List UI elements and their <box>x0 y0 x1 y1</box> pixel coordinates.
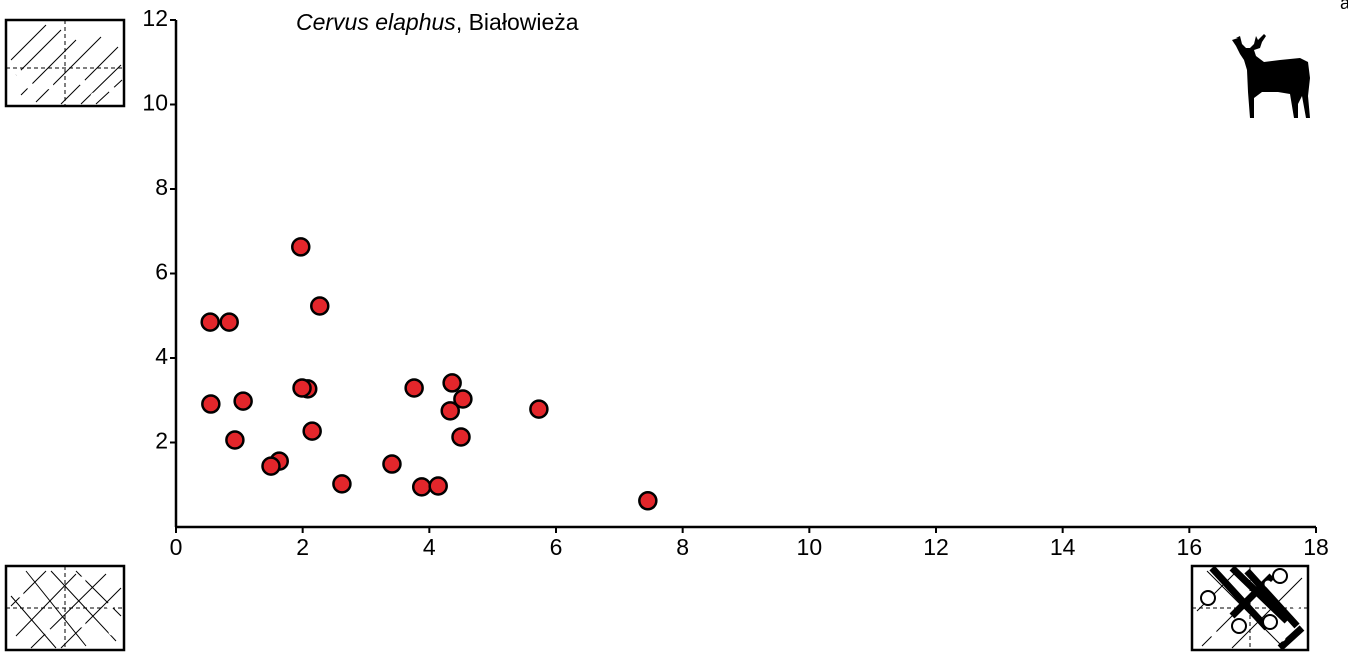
y-tick-label: 6 <box>155 259 168 285</box>
x-tick-label: 12 <box>923 534 949 560</box>
x-tick-label: 4 <box>423 534 436 560</box>
x-tick-label: 2 <box>296 534 309 560</box>
point <box>292 378 312 398</box>
x-tick-label: 14 <box>1050 534 1076 560</box>
point <box>261 456 281 476</box>
point <box>442 373 462 393</box>
habitat-icon-bottom-right <box>1190 564 1310 652</box>
y-tick-label: 4 <box>155 343 168 369</box>
y-tick-label: 8 <box>155 174 168 200</box>
point <box>219 312 239 332</box>
point <box>453 389 473 409</box>
point <box>225 430 245 450</box>
point <box>440 401 460 421</box>
chart-title: Cervus elaphus, Białowieża <box>296 9 579 35</box>
point <box>302 421 322 441</box>
title-species: Cervus elaphus <box>296 9 456 35</box>
point <box>382 454 402 474</box>
point <box>411 477 432 497</box>
point <box>200 312 220 332</box>
x-tick-label: 18 <box>1303 534 1329 560</box>
point <box>529 399 549 419</box>
x-tick-label: 16 <box>1177 534 1203 560</box>
point <box>332 474 352 494</box>
deer-icon <box>1232 34 1310 118</box>
point <box>428 476 448 496</box>
title-place: , Białowieża <box>456 9 579 35</box>
x-tick-label: 6 <box>550 534 563 560</box>
habitat-icon-bottom-left <box>4 564 126 652</box>
panel-label: a <box>1340 0 1348 13</box>
x-tick-label: 10 <box>797 534 823 560</box>
y-tick-label: 10 <box>142 90 168 116</box>
point <box>201 394 221 414</box>
y-tick-label: 2 <box>155 428 168 454</box>
point <box>233 391 253 411</box>
habitat-icon-top-left <box>4 18 126 108</box>
point <box>310 296 330 316</box>
x-tick-label: 0 <box>170 534 183 560</box>
y-tick-label: 12 <box>142 5 168 31</box>
point <box>291 237 311 257</box>
point <box>638 491 658 511</box>
x-tick-label: 8 <box>676 534 689 560</box>
point <box>404 378 424 398</box>
point <box>451 427 471 447</box>
